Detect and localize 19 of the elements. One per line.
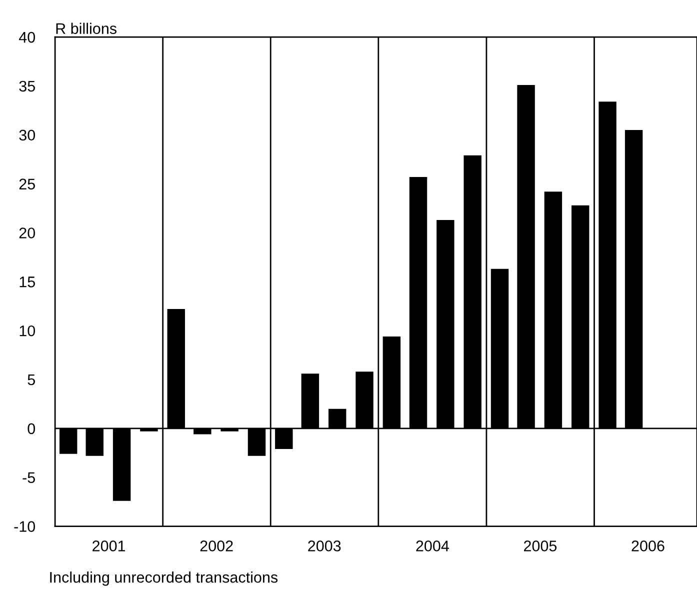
y-tick-label: -5 (22, 472, 35, 484)
text: Including unrecorded transactions (50, 572, 278, 586)
y-tick-label: 15 (20, 276, 35, 288)
y-tick-label: 5 (28, 374, 35, 386)
y-tick-label: 25 (19, 178, 35, 190)
y-tick-label: -10 (14, 521, 36, 532)
y-axis-title: R billions (56, 22, 116, 34)
x-tick-label: 2005 (524, 540, 557, 552)
x-tick-label: 2001 (92, 540, 126, 552)
x-tick-label: 2003 (308, 540, 341, 552)
y-tick-label: 0 (28, 423, 36, 434)
y-tick-label: 20 (19, 228, 36, 238)
x-tick-label: 2002 (200, 540, 233, 552)
x-tick-label: 2006 (632, 540, 664, 552)
y-tick-label: 10 (20, 325, 36, 336)
y-tick-label: 35 (19, 80, 35, 92)
y-tick-label: 40 (18, 32, 36, 43)
x-tick-label: 2004 (416, 540, 449, 552)
y-tick-label: 30 (19, 130, 36, 141)
